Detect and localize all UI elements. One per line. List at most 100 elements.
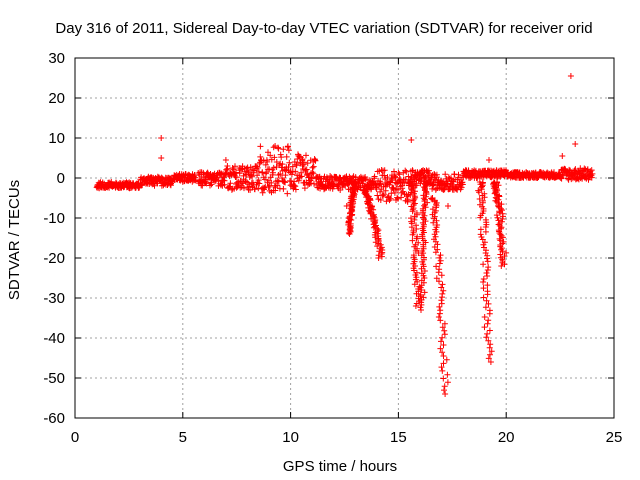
data-point bbox=[484, 273, 491, 279]
data-point bbox=[588, 174, 595, 181]
data-point bbox=[485, 317, 492, 324]
data-point bbox=[408, 224, 415, 231]
data-point bbox=[257, 153, 264, 160]
data-point bbox=[310, 170, 317, 177]
data-point bbox=[374, 192, 381, 199]
data-point bbox=[439, 281, 446, 288]
data-point bbox=[327, 173, 334, 179]
data-point bbox=[200, 171, 207, 178]
data-point bbox=[413, 290, 420, 297]
data-point bbox=[499, 234, 506, 241]
data-point bbox=[208, 181, 215, 188]
data-point bbox=[486, 157, 492, 163]
data-point bbox=[413, 235, 420, 242]
data-point bbox=[251, 186, 258, 193]
data-point bbox=[486, 310, 493, 317]
y-tick-label: -40 bbox=[43, 330, 65, 347]
data-point bbox=[236, 170, 243, 177]
data-point bbox=[488, 348, 495, 355]
data-point bbox=[459, 181, 466, 188]
data-point bbox=[392, 173, 398, 180]
data-point bbox=[254, 172, 261, 179]
data-point bbox=[411, 190, 417, 197]
data-point bbox=[493, 212, 500, 219]
data-point bbox=[268, 179, 275, 186]
data-point bbox=[262, 176, 268, 183]
data-point bbox=[256, 180, 263, 187]
data-point bbox=[438, 364, 445, 371]
data-point bbox=[442, 391, 449, 397]
data-point bbox=[241, 185, 247, 192]
data-point bbox=[372, 234, 379, 241]
data-point bbox=[401, 180, 408, 187]
data-point bbox=[399, 185, 406, 192]
data-point bbox=[285, 147, 292, 154]
data-point bbox=[274, 177, 281, 184]
data-point bbox=[433, 185, 440, 192]
data-point bbox=[418, 307, 424, 313]
data-point bbox=[286, 159, 293, 166]
data-point bbox=[233, 169, 239, 176]
data-point bbox=[434, 246, 441, 253]
data-point bbox=[484, 258, 491, 265]
data-point bbox=[395, 195, 401, 202]
data-point bbox=[292, 183, 299, 190]
data-point bbox=[254, 164, 261, 171]
data-point bbox=[477, 214, 484, 221]
data-point bbox=[482, 250, 489, 256]
data-point bbox=[231, 170, 238, 177]
data-point bbox=[444, 379, 451, 386]
data-point bbox=[436, 303, 443, 310]
y-tick-label: 30 bbox=[48, 50, 65, 67]
data-point bbox=[439, 349, 446, 356]
data-point bbox=[438, 272, 445, 279]
data-point bbox=[396, 171, 403, 178]
data-point bbox=[371, 173, 378, 180]
data-point bbox=[483, 334, 490, 341]
data-point bbox=[439, 324, 446, 331]
data-point bbox=[495, 182, 502, 189]
data-point bbox=[476, 189, 482, 196]
data-point bbox=[295, 177, 302, 184]
data-point bbox=[417, 304, 424, 311]
data-point bbox=[484, 267, 491, 273]
data-point bbox=[411, 196, 418, 203]
data-point bbox=[303, 166, 310, 173]
data-point bbox=[279, 161, 286, 168]
data-point bbox=[312, 157, 319, 164]
data-point bbox=[441, 387, 447, 394]
data-point bbox=[445, 203, 451, 209]
data-point bbox=[311, 180, 317, 187]
data-point bbox=[436, 254, 443, 261]
data-point bbox=[440, 287, 447, 294]
data-point bbox=[285, 143, 291, 150]
data-point bbox=[484, 320, 491, 327]
y-tick-label: -30 bbox=[43, 290, 65, 307]
data-point bbox=[387, 195, 394, 202]
data-point bbox=[275, 144, 281, 151]
data-point bbox=[483, 297, 490, 304]
x-axis-label: GPS time / hours bbox=[283, 458, 397, 475]
y-axis-label: SDTVAR / TECUs bbox=[6, 180, 23, 300]
data-point bbox=[484, 282, 491, 289]
data-point bbox=[408, 137, 415, 143]
data-point bbox=[281, 178, 288, 185]
data-point bbox=[345, 230, 352, 236]
data-point bbox=[267, 152, 274, 159]
data-point bbox=[439, 367, 446, 374]
plot-frame bbox=[74, 57, 615, 419]
data-point bbox=[444, 371, 451, 378]
data-point bbox=[262, 161, 269, 168]
data-point bbox=[292, 186, 299, 193]
data-point bbox=[257, 143, 264, 150]
data-point bbox=[404, 196, 411, 203]
data-point bbox=[436, 310, 443, 317]
data-point bbox=[501, 261, 508, 268]
x-tick-label: 0 bbox=[71, 429, 79, 446]
data-point bbox=[299, 156, 306, 163]
data-point bbox=[405, 182, 412, 189]
data-point bbox=[412, 303, 419, 309]
x-tick-label: 5 bbox=[179, 429, 187, 446]
y-tick-label: -60 bbox=[43, 410, 65, 427]
